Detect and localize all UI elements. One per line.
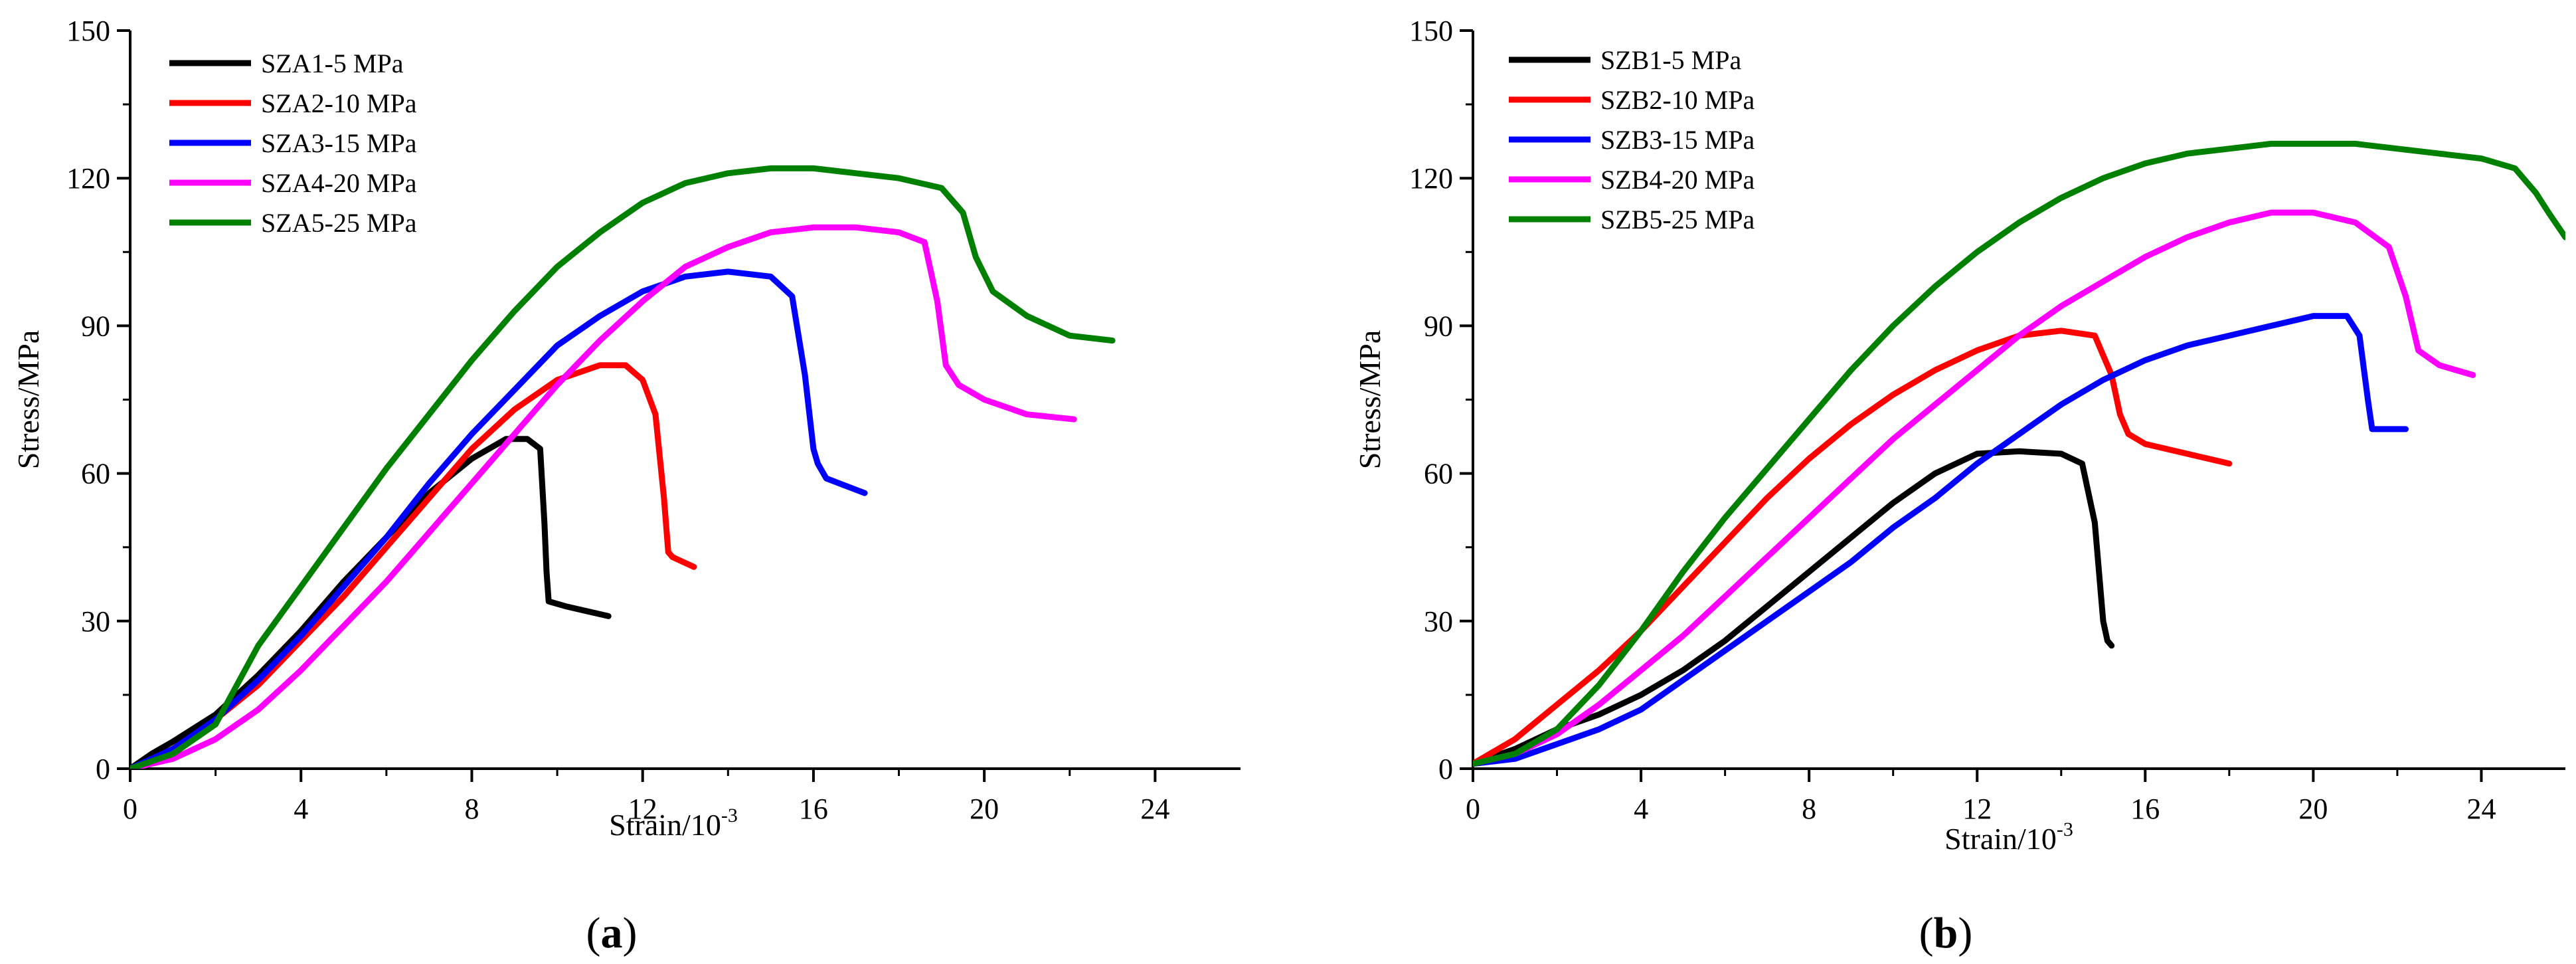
y-tick-label: 30 (1424, 605, 1453, 638)
chart-panel-b: 0 4 8 12 16 20 24 0 30 60 90 120 150 Strain/10-3 Stres… (1353, 15, 2565, 856)
y-tick-label: 30 (81, 605, 110, 638)
x-tick-label: 20 (970, 793, 999, 825)
legend-label: SZB5-25 MPa (1600, 205, 1755, 235)
series-line-sza4-20 (130, 224, 1077, 769)
y-tick-label: 120 (1409, 162, 1453, 195)
legend-label: SZA3-15 MPa (261, 128, 417, 158)
x-tick-label: 12 (1962, 793, 1992, 825)
x-tick-label: 12 (628, 793, 657, 825)
x-tick-label: 0 (123, 793, 137, 825)
x-tick-label: 4 (1634, 793, 1648, 825)
legend-label: SZA5-25 MPa (261, 208, 417, 238)
y-tick-label: 0 (1438, 753, 1453, 785)
legend-label: SZB2-10 MPa (1600, 85, 1755, 115)
legend-label: SZA4-20 MPa (261, 168, 417, 198)
x-tick-label: 24 (1140, 793, 1169, 825)
series-line-sza5-25 (130, 165, 1116, 769)
series-line-sza2-10 (130, 362, 697, 769)
chart-panel-a: 0 4 8 12 16 20 24 0 30 60 90 120 150 Strain/10-3 Stres… (11, 15, 1241, 842)
y-tick-label: 60 (81, 458, 110, 490)
y-tick-label: 90 (81, 310, 110, 342)
legend-label: SZB4-20 MPa (1600, 165, 1755, 195)
series-line-szb2-10 (1473, 328, 2233, 767)
y-axis-title: Stress/MPa (11, 330, 45, 470)
y-tick-label: 0 (96, 753, 110, 785)
panel-label-b: (b) (1919, 909, 1973, 957)
legend-label: SZB3-15 MPa (1600, 125, 1755, 155)
x-tick-label: 8 (464, 793, 479, 825)
series-line-szb5-25 (1473, 140, 2565, 767)
x-tick-label: 8 (1802, 793, 1816, 825)
series-line-sza3-15 (130, 268, 868, 769)
x-tick-label: 16 (2130, 793, 2160, 825)
x-tick-label: 20 (2298, 793, 2328, 825)
series-line-szb1-5 (1473, 448, 2115, 767)
x-tick-label: 0 (1466, 793, 1480, 825)
y-tick-label: 90 (1424, 310, 1453, 342)
legend-label: SZA1-5 MPa (261, 48, 404, 78)
legend-label: SZA2-10 MPa (261, 88, 417, 118)
series-line-szb3-15 (1473, 313, 2409, 767)
x-axis-title: Strain/10-3 (609, 805, 738, 842)
x-axis-title: Strain/10-3 (1944, 819, 2073, 856)
y-tick-label: 120 (66, 162, 110, 195)
panel-label-a: (a) (586, 909, 638, 957)
y-tick-label: 60 (1424, 458, 1453, 490)
x-tick-label: 16 (799, 793, 828, 825)
x-tick-label: 4 (294, 793, 308, 825)
y-axis-title: Stress/MPa (1353, 330, 1387, 470)
legend-label: SZB1-5 MPa (1600, 45, 1741, 75)
y-tick-label: 150 (66, 15, 110, 47)
x-tick-label: 24 (2466, 793, 2496, 825)
series-line-szb4-20 (1473, 209, 2476, 767)
y-tick-label: 150 (1409, 15, 1453, 47)
